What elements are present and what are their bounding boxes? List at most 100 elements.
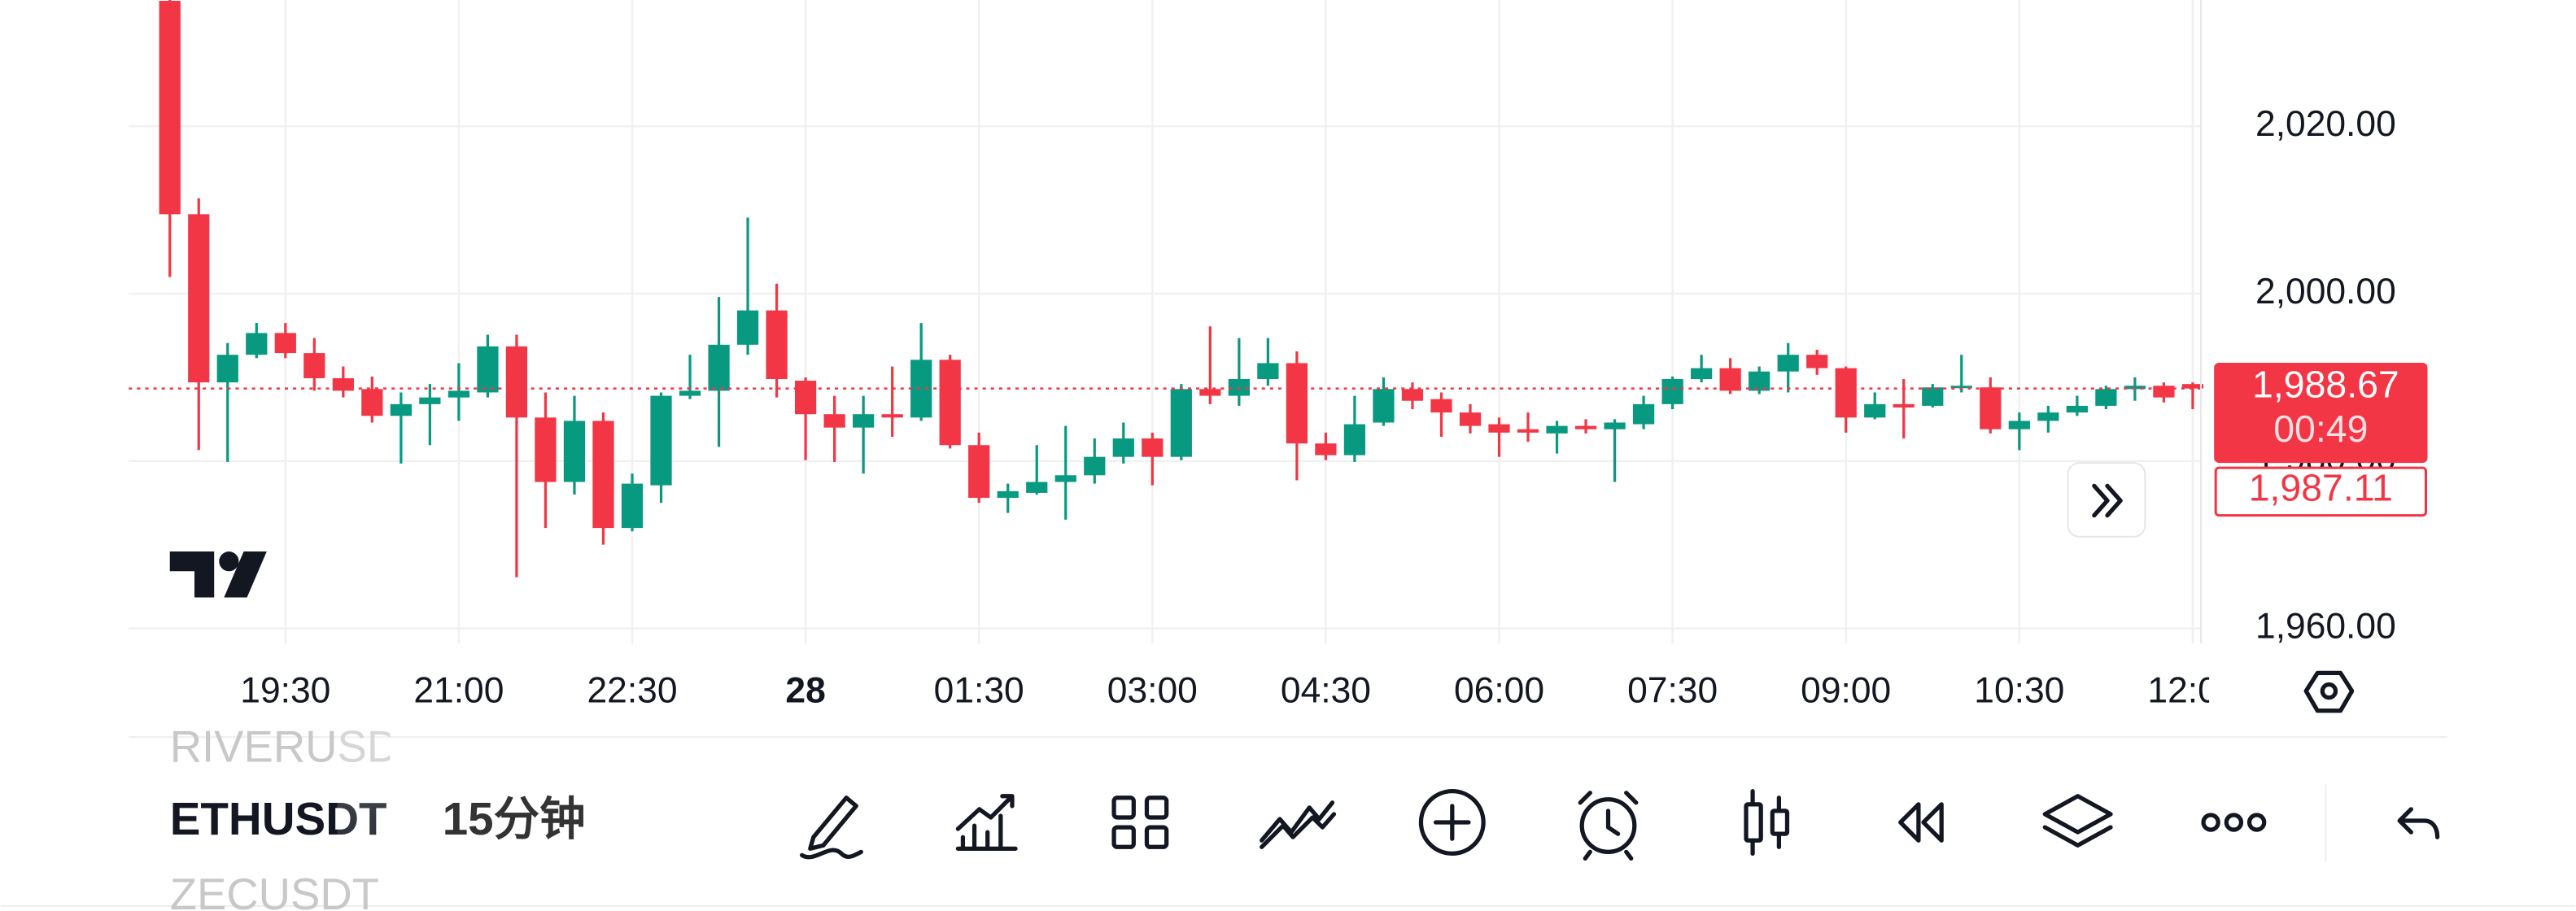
candle-body (1691, 368, 1713, 379)
candle-body (361, 389, 383, 416)
templates[interactable] (1111, 795, 1169, 849)
x-tick-label: 19:30 (240, 670, 330, 710)
candle-body (1170, 389, 1192, 457)
x-tick-label: 12:00 (2147, 670, 2238, 710)
candle-body (1922, 387, 1944, 406)
candle-body (505, 346, 528, 418)
candle-body (535, 417, 557, 482)
candle-body (650, 395, 672, 486)
interval[interactable]: 15分钟 (443, 793, 586, 844)
x-tick-label: 01:30 (934, 670, 1024, 710)
x-axis: 19:30 21:00 22:30 28 01:30 03:00 04:30 06:00 07:… (240, 670, 2238, 710)
candle-body (1228, 378, 1250, 396)
candle-body (1777, 355, 1799, 372)
x-tick-label: 03:00 (1107, 670, 1198, 710)
candle-body (2095, 389, 2117, 406)
candle-body (1315, 443, 1337, 456)
x-tick-label: 21:00 (413, 670, 504, 710)
candle-body (1632, 403, 1655, 425)
candles (129, 0, 2204, 578)
candle-body (1719, 368, 1741, 391)
candle-body (968, 445, 990, 499)
candle-body (939, 360, 961, 446)
x-tick-label: 06:00 (1454, 670, 1544, 710)
current-price-box: 1,988.67 00:49 1,987.11 (2214, 362, 2428, 517)
candle-body (1574, 425, 1597, 429)
indicators[interactable] (955, 794, 1018, 851)
candle-body (823, 414, 845, 428)
x-tick-label: 28 (785, 670, 825, 710)
candle-body (159, 1, 181, 215)
candle-body (794, 381, 817, 415)
candle-body (303, 353, 325, 378)
candle-body (1864, 403, 1886, 418)
candle-body (2124, 386, 2146, 390)
candle-body (1517, 429, 1539, 433)
candle-body (216, 355, 238, 383)
y-tick-label: 1,960.00 (2255, 606, 2396, 646)
candle-body (1257, 363, 1279, 379)
candle-body (1401, 389, 1424, 401)
candle-body (448, 390, 470, 398)
toolbar (800, 784, 2440, 862)
candle-body (1835, 368, 1857, 418)
countdown: 00:49 (2273, 408, 2368, 450)
candle-body (1054, 475, 1076, 482)
candle-body (910, 360, 932, 418)
candle-body (1604, 422, 1626, 429)
candle-body (621, 483, 644, 529)
candle-body (1286, 363, 1308, 444)
candle-body (274, 333, 296, 354)
secondary-price-box (2214, 466, 2427, 517)
candle-body (1893, 403, 1915, 408)
undo[interactable] (2397, 807, 2440, 839)
candle-body (1084, 456, 1106, 476)
more[interactable] (2201, 813, 2267, 832)
compare[interactable] (1260, 800, 1337, 849)
candle-body (708, 344, 730, 391)
x-tick-label: 22:30 (587, 670, 677, 710)
candle-body (1026, 482, 1048, 493)
current-price-label: 1,988.67 (2252, 364, 2399, 406)
scroll-to-latest-button[interactable] (2067, 462, 2146, 538)
candle-body (1459, 412, 1482, 426)
candle-body (592, 421, 614, 529)
layers[interactable] (2042, 794, 2113, 848)
candle-body (1806, 355, 1828, 368)
candle-body (2181, 384, 2204, 389)
price-badge (2214, 362, 2428, 464)
x-tick-label: 07:30 (1627, 670, 1718, 710)
x-tick-label: 04:30 (1281, 670, 1371, 710)
candle-body (1343, 424, 1366, 456)
y-tick-label: 2,000.00 (2255, 272, 2396, 312)
candle-body (766, 310, 788, 379)
chart-type[interactable] (1744, 789, 1790, 856)
grid (129, 0, 2202, 644)
draw-tool[interactable] (800, 795, 863, 860)
alert[interactable] (1578, 791, 1639, 861)
candle-body (1950, 386, 1972, 389)
chart-settings-button[interactable] (2303, 670, 2355, 713)
candle-body (332, 377, 354, 391)
candle-body (853, 414, 875, 428)
candle-body (2153, 386, 2175, 398)
candle-body (997, 490, 1019, 499)
candle-body (1661, 378, 1683, 404)
fade (337, 721, 391, 911)
candle-body (1142, 438, 1164, 457)
replay[interactable] (1898, 802, 1944, 843)
add[interactable] (1418, 789, 1486, 856)
candle-body (1430, 399, 1452, 413)
candle-body (1373, 389, 1395, 423)
candle-body (736, 310, 759, 345)
candle-body (1546, 425, 1568, 434)
y-tick-label: 2,020.00 (2255, 104, 2396, 144)
candle-body (246, 333, 268, 355)
candle-body (1199, 389, 1221, 396)
candle-body (188, 214, 210, 383)
candle-body (477, 346, 499, 393)
candle-body (2008, 421, 2030, 429)
candle-body (390, 403, 412, 416)
